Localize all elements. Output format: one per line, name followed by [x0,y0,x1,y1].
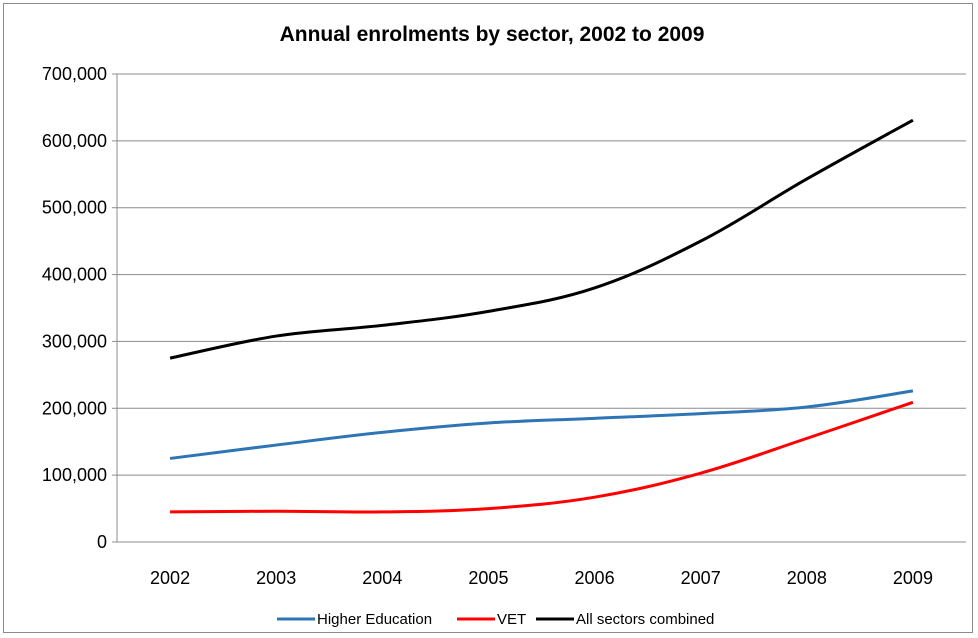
x-tick-label: 2004 [362,568,402,588]
y-tick-label: 0 [97,532,107,552]
y-tick-label: 400,000 [42,265,107,285]
legend-label-higher-education: Higher Education [317,611,432,628]
x-tick-label: 2005 [468,568,508,588]
x-tick-label: 2003 [256,568,296,588]
x-tick-label: 2008 [787,568,827,588]
legend-label-all-sectors-combined: All sectors combined [576,611,714,628]
legend: Higher Education VET All sectors combined [277,611,714,628]
chart-frame [3,3,973,633]
x-tick-label: 2002 [150,568,190,588]
x-tick-label: 2009 [893,568,933,588]
y-tick-label: 200,000 [42,398,107,418]
y-tick-label: 100,000 [42,465,107,485]
y-tick-label: 300,000 [42,331,107,351]
chart-title: Annual enrolments by sector, 2002 to 200… [280,23,705,46]
y-tick-label: 500,000 [42,198,107,218]
x-tick-label: 2007 [681,568,721,588]
series-lines [169,118,914,514]
gridlines [112,73,966,543]
series-line-vet [170,400,914,514]
y-tick-label: 600,000 [42,131,107,151]
x-axis-ticks: 2002 2003 2004 2005 2006 2007 2008 2009 [150,568,933,588]
y-tick-label: 700,000 [42,64,107,84]
series-line-all-sectors-combined [169,118,914,360]
series-line-higher-education [169,389,914,460]
legend-label-vet: VET [497,611,526,628]
x-tick-label: 2006 [575,568,615,588]
y-axis-ticks: 0 100,000 200,000 300,000 400,000 500,000 600,… [42,64,107,552]
